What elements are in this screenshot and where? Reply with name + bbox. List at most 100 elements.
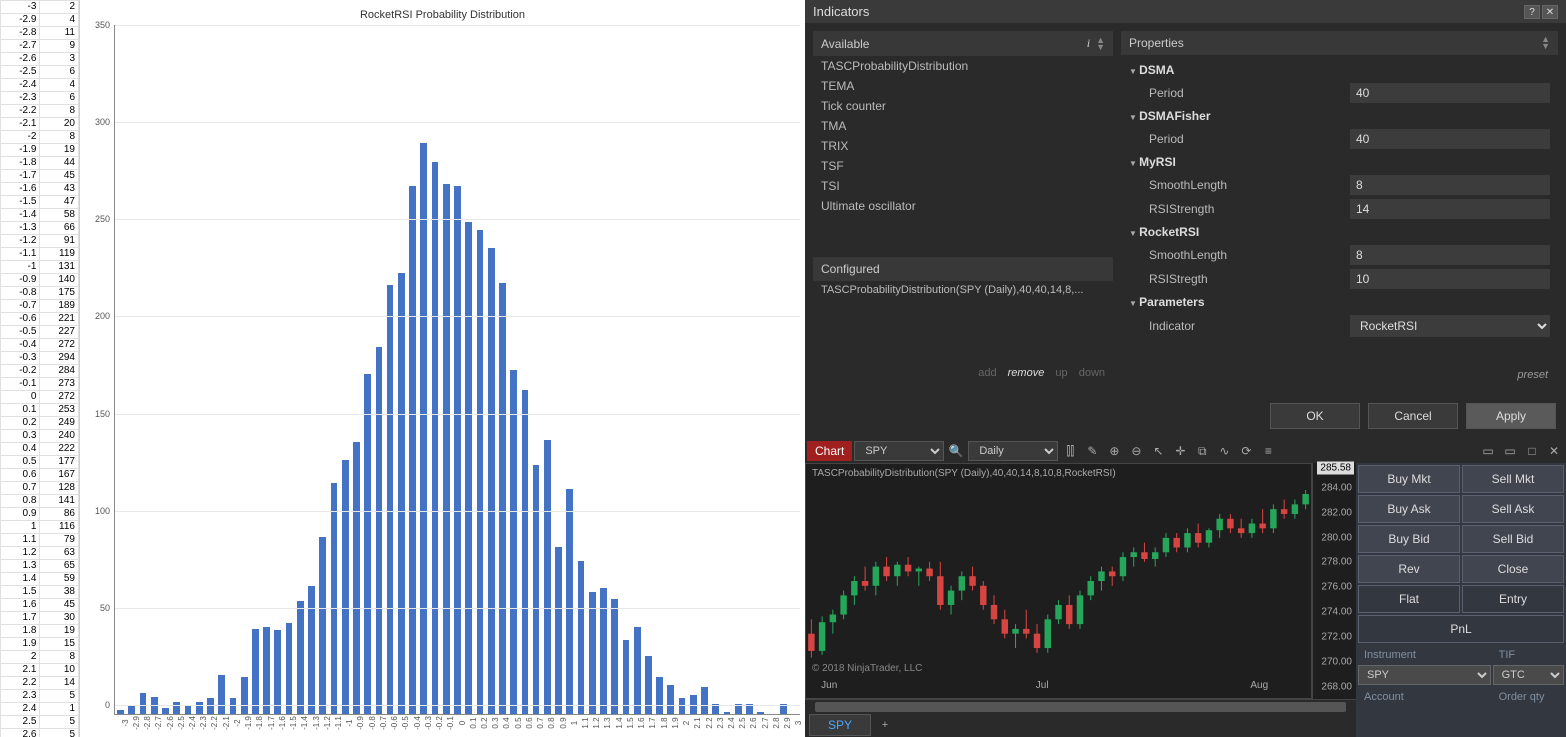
up-action[interactable]: up [1055,367,1067,379]
instrument-input[interactable]: SPY [1358,665,1491,685]
table-cell: 43 [40,183,79,196]
tif-input[interactable]: GTC [1493,665,1564,685]
apply-button[interactable]: Apply [1466,403,1556,429]
histogram-bar [454,186,461,714]
histogram-bar [319,537,326,714]
buy-mkt-button[interactable]: Buy Mkt [1358,465,1460,493]
table-cell: 9 [40,40,79,53]
rev-button[interactable]: Rev [1358,555,1460,583]
available-item[interactable]: TSF [813,156,1113,176]
available-item[interactable]: TASCProbabilityDistribution [813,56,1113,76]
panel2-icon[interactable]: ▭ [1500,441,1520,461]
ok-button[interactable]: OK [1270,403,1360,429]
add-action[interactable]: add [978,367,996,379]
down-action[interactable]: down [1079,367,1105,379]
available-item[interactable]: TSI [813,176,1113,196]
trend-icon[interactable]: ∿ [1214,441,1234,461]
table-cell: 2.2 [1,677,40,690]
configured-item[interactable]: TASCProbabilityDistribution(SPY (Daily),… [813,281,1113,299]
prop-input[interactable] [1350,129,1550,149]
prop-select[interactable]: RocketRSI [1350,315,1550,337]
histogram-bar [555,547,562,714]
table-cell: 2.4 [1,703,40,716]
maximize-icon[interactable]: □ [1522,441,1542,461]
left-panel: -32-2.94-2.811-2.79-2.63-2.56-2.44-2.36-… [0,0,805,737]
histogram-bar [679,698,686,714]
info-icon[interactable]: i [1087,36,1090,51]
y-axis: 050100150200250300350 [85,25,115,715]
sell-mkt-button[interactable]: Sell Mkt [1462,465,1564,493]
histogram-bar [331,483,338,714]
indicators-icon[interactable]: ⫿⫿ [1060,441,1080,461]
table-cell: 45 [40,170,79,183]
available-item[interactable]: TEMA [813,76,1113,96]
prop-group[interactable]: DSMA [1121,59,1558,81]
add-tab-icon[interactable]: + [875,719,895,731]
config-actions: add remove up down [813,361,1113,385]
crosshair-icon[interactable]: ✛ [1170,441,1190,461]
cancel-button[interactable]: Cancel [1368,403,1458,429]
flat-button[interactable]: Flat [1358,585,1460,613]
histogram-bar [578,561,585,714]
buy-bid-button[interactable]: Buy Bid [1358,525,1460,553]
instrument-select[interactable]: SPY [854,441,944,461]
prop-group[interactable]: RocketRSI [1121,221,1558,243]
price-tick: 268.00 [1321,681,1352,692]
histogram-bar [757,712,764,714]
prop-label: Period [1149,86,1350,100]
prop-label: SmoothLength [1149,178,1350,192]
close-button[interactable]: Close [1462,555,1564,583]
settings-icon[interactable]: ≡ [1258,441,1278,461]
available-item[interactable]: TRIX [813,136,1113,156]
histogram-bar [162,708,169,714]
chart-tab-spy[interactable]: SPY [809,714,871,736]
table-cell: 249 [40,417,79,430]
close-chart-icon[interactable]: ✕ [1544,441,1564,461]
prop-group[interactable]: Parameters [1121,291,1558,313]
help-icon[interactable]: ? [1524,5,1540,19]
table-cell: 38 [40,586,79,599]
table-cell: 1.1 [1,534,40,547]
preset-link[interactable]: preset [1121,365,1558,385]
prop-input[interactable] [1350,83,1550,103]
prop-input[interactable] [1350,245,1550,265]
prop-group[interactable]: DSMAFisher [1121,105,1558,127]
sort-arrows-icon[interactable]: ▲▼ [1096,37,1105,51]
draw-icon[interactable]: ✎ [1082,441,1102,461]
chart-scrollbar[interactable] [805,699,1356,713]
price-tick: 278.00 [1321,557,1352,568]
table-cell: -0.8 [1,287,40,300]
prop-input[interactable] [1350,199,1550,219]
table-cell: 20 [40,118,79,131]
available-item[interactable]: Ultimate oscillator [813,196,1113,216]
zoom-out-icon[interactable]: ⊖ [1126,441,1146,461]
close-icon[interactable]: ✕ [1542,5,1558,19]
prop-input[interactable] [1350,269,1550,289]
buy-ask-button[interactable]: Buy Ask [1358,495,1460,523]
sell-ask-button[interactable]: Sell Ask [1462,495,1564,523]
available-item[interactable]: Tick counter [813,96,1113,116]
sort-arrows-icon[interactable]: ▲▼ [1541,36,1550,50]
remove-action[interactable]: remove [1008,367,1045,379]
candle-chart[interactable]: TASCProbabilityDistribution(SPY (Daily),… [805,463,1312,699]
panel1-icon[interactable]: ▭ [1478,441,1498,461]
zoom-in-icon[interactable]: ⊕ [1104,441,1124,461]
prop-group[interactable]: MyRSI [1121,151,1558,173]
entry-button[interactable]: Entry [1462,585,1564,613]
pnl-button[interactable]: PnL [1358,615,1564,643]
table-cell: 1.2 [1,547,40,560]
refresh-icon[interactable]: ⟳ [1236,441,1256,461]
search-icon[interactable]: 🔍 [946,441,966,461]
sell-bid-button[interactable]: Sell Bid [1462,525,1564,553]
bars-icon[interactable]: ⧉ [1192,441,1212,461]
histogram-bar [274,630,281,714]
timeframe-select[interactable]: Daily [968,441,1058,461]
table-cell: 222 [40,443,79,456]
table-cell: 141 [40,495,79,508]
time-axis: JunJulAug [806,680,1311,696]
prop-input[interactable] [1350,175,1550,195]
available-item[interactable]: TMA [813,116,1113,136]
table-cell: 177 [40,456,79,469]
cursor-icon[interactable]: ↖ [1148,441,1168,461]
table-cell: 5 [40,690,79,703]
